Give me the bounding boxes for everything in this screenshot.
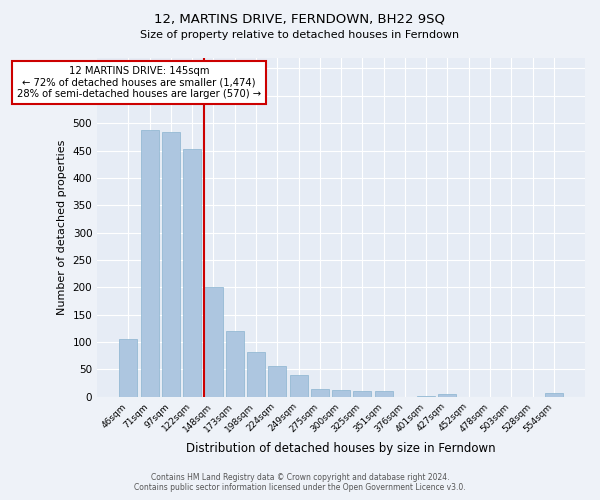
- Text: 12 MARTINS DRIVE: 145sqm
← 72% of detached houses are smaller (1,474)
28% of sem: 12 MARTINS DRIVE: 145sqm ← 72% of detach…: [17, 66, 261, 98]
- X-axis label: Distribution of detached houses by size in Ferndown: Distribution of detached houses by size …: [186, 442, 496, 455]
- Bar: [268, 366, 286, 396]
- Bar: [332, 390, 350, 396]
- Bar: [205, 288, 223, 397]
- Y-axis label: Number of detached properties: Number of detached properties: [57, 140, 67, 315]
- Bar: [439, 394, 457, 396]
- Bar: [162, 132, 180, 396]
- Bar: [353, 391, 371, 396]
- Text: Size of property relative to detached houses in Ferndown: Size of property relative to detached ho…: [140, 30, 460, 40]
- Bar: [119, 340, 137, 396]
- Bar: [545, 393, 563, 396]
- Bar: [374, 391, 392, 396]
- Bar: [311, 388, 329, 396]
- Bar: [183, 150, 201, 396]
- Bar: [140, 130, 158, 396]
- Bar: [226, 331, 244, 396]
- Text: Contains HM Land Registry data © Crown copyright and database right 2024.
Contai: Contains HM Land Registry data © Crown c…: [134, 473, 466, 492]
- Bar: [290, 375, 308, 396]
- Text: 12, MARTINS DRIVE, FERNDOWN, BH22 9SQ: 12, MARTINS DRIVE, FERNDOWN, BH22 9SQ: [155, 12, 445, 26]
- Bar: [247, 352, 265, 397]
